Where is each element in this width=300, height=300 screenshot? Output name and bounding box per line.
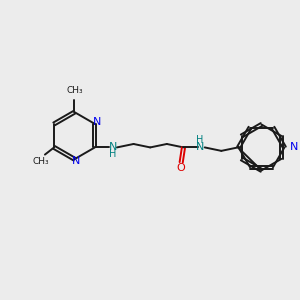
Text: N: N <box>72 156 81 166</box>
Text: N: N <box>196 142 204 152</box>
Text: H: H <box>196 135 203 145</box>
Text: N: N <box>93 118 101 128</box>
Text: CH₃: CH₃ <box>32 158 49 166</box>
Text: N: N <box>108 142 117 152</box>
Text: O: O <box>177 163 186 173</box>
Text: CH₃: CH₃ <box>66 86 83 95</box>
Text: H: H <box>109 149 116 159</box>
Text: N: N <box>290 142 298 152</box>
